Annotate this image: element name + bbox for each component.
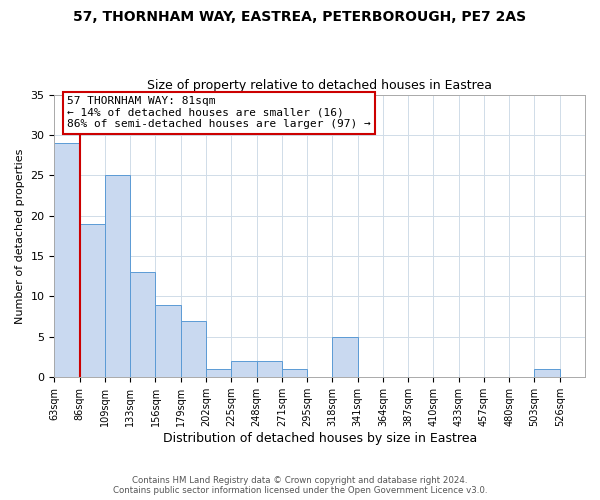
Bar <box>282 369 307 377</box>
Bar <box>181 320 206 377</box>
Bar <box>80 224 105 377</box>
Bar <box>332 337 358 377</box>
Text: 57 THORNHAM WAY: 81sqm
← 14% of detached houses are smaller (16)
86% of semi-det: 57 THORNHAM WAY: 81sqm ← 14% of detached… <box>67 96 371 130</box>
Bar <box>130 272 155 377</box>
Bar <box>257 361 282 377</box>
Bar <box>155 304 181 377</box>
Bar <box>231 361 257 377</box>
X-axis label: Distribution of detached houses by size in Eastrea: Distribution of detached houses by size … <box>163 432 477 445</box>
Bar <box>55 143 80 377</box>
Y-axis label: Number of detached properties: Number of detached properties <box>15 148 25 324</box>
Text: Contains HM Land Registry data © Crown copyright and database right 2024.
Contai: Contains HM Land Registry data © Crown c… <box>113 476 487 495</box>
Title: Size of property relative to detached houses in Eastrea: Size of property relative to detached ho… <box>147 79 492 92</box>
Text: 57, THORNHAM WAY, EASTREA, PETERBOROUGH, PE7 2AS: 57, THORNHAM WAY, EASTREA, PETERBOROUGH,… <box>73 10 527 24</box>
Bar <box>105 176 130 377</box>
Bar <box>535 369 560 377</box>
Bar <box>206 369 231 377</box>
